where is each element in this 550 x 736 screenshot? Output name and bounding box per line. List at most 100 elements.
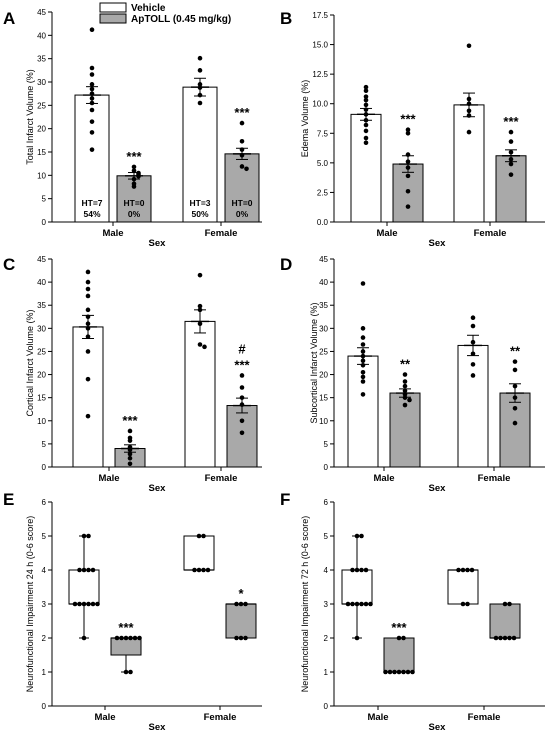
data-point (81, 567, 87, 573)
y-tick-label: 45 (319, 255, 328, 264)
y-axis-label: Neurofunctional Impairment 72 h (0-6 sco… (300, 516, 310, 693)
data-point (238, 601, 244, 607)
data-point (470, 315, 476, 321)
y-tick-label: 2.5 (317, 188, 329, 197)
significance-marker: *** (391, 620, 407, 635)
data-point (363, 122, 369, 128)
panel-e: E 0 1 2 3 4 5 6 Neurofunctional Impairment 24 h … (3, 490, 262, 733)
x-tick-label: Female (468, 712, 501, 723)
x-tick-label: Male (98, 473, 119, 484)
y-tick-label: 40 (37, 31, 46, 40)
data-point (502, 601, 508, 607)
data-point (460, 601, 466, 607)
data-point (359, 567, 364, 573)
data-point (354, 533, 360, 539)
data-point (197, 342, 203, 347)
x-axis-label: Sex (149, 238, 167, 249)
data-point (234, 601, 239, 607)
y-tick-label: 5 (42, 440, 47, 449)
y-tick-label: 4 (42, 566, 47, 575)
data-point (460, 567, 466, 573)
y-tick-label: 5 (324, 440, 329, 449)
panel-letter: B (280, 9, 292, 28)
data-point (470, 339, 476, 345)
x-tick-label: Male (102, 228, 123, 239)
significance-marker: *** (234, 357, 250, 372)
data-point (511, 635, 517, 641)
data-point (396, 635, 402, 641)
significance-marker: ** (400, 357, 411, 372)
y-tick-label: 0 (324, 463, 329, 472)
y-tick-label: 5.0 (317, 159, 329, 168)
data-point (363, 94, 369, 99)
box (383, 637, 415, 673)
y-tick-label: 10 (319, 417, 328, 426)
data-point (363, 567, 369, 573)
data-point (89, 130, 95, 135)
data-point (85, 349, 91, 354)
data-point (81, 635, 87, 641)
legend-label-aptoll: ApTOLL (0.45 mg/kg) (131, 14, 231, 25)
data-point (243, 635, 248, 641)
data-point (89, 27, 95, 33)
y-tick-label: 25 (37, 347, 46, 356)
data-point (456, 567, 461, 573)
data-point (363, 112, 369, 117)
data-point (89, 107, 95, 113)
data-point (507, 601, 512, 607)
y-tick-label: 30 (37, 324, 46, 333)
data-point (350, 601, 355, 607)
data-point (363, 128, 369, 134)
data-point (197, 92, 203, 98)
data-point (512, 383, 518, 389)
y-tick-label: 35 (37, 301, 46, 310)
significance-marker-hash: # (238, 341, 246, 356)
y-tick-label: 5 (42, 532, 47, 541)
data-point (85, 293, 91, 299)
data-point (363, 601, 369, 607)
data-point (123, 635, 129, 641)
data-point (128, 669, 133, 675)
data-point (508, 161, 514, 167)
data-point (354, 567, 360, 573)
data-point (363, 84, 369, 90)
data-point (466, 129, 472, 135)
data-point (508, 129, 514, 135)
data-point (363, 107, 369, 112)
legend: Vehicle ApTOLL (0.45 mg/kg) (99, 2, 231, 25)
data-point (86, 533, 91, 539)
data-point (360, 281, 366, 286)
data-point (197, 100, 203, 106)
ht-percent-label: 54% (83, 209, 100, 219)
data-point (360, 363, 366, 368)
significance-marker: *** (118, 620, 134, 635)
data-point (85, 307, 91, 313)
data-point (392, 669, 397, 675)
ht-percent-label: 0% (236, 209, 249, 219)
box (489, 603, 521, 639)
data-point (197, 321, 203, 327)
data-point (196, 567, 202, 573)
y-tick-label: 15 (37, 148, 46, 157)
data-point (197, 85, 203, 90)
data-point (114, 635, 120, 641)
data-point (466, 108, 472, 114)
y-tick-label: 45 (37, 255, 46, 264)
data-point (239, 385, 245, 390)
data-point (405, 173, 411, 179)
x-axis-label: Sex (429, 238, 447, 249)
data-point (85, 269, 91, 275)
legend-label-vehicle: Vehicle (131, 3, 166, 14)
data-point (95, 601, 100, 607)
ht-percent-label: 0% (128, 209, 141, 219)
panel-f: F 0 1 2 3 4 5 6 Neurofunctional Impairment 72 h … (280, 490, 545, 733)
data-point (360, 358, 366, 363)
data-point (201, 567, 206, 573)
data-point (396, 669, 402, 675)
y-axis-label: Subcortical Infarct Volume (%) (309, 302, 319, 423)
data-point (402, 388, 408, 394)
bar (347, 355, 379, 468)
data-point (470, 323, 476, 329)
x-tick-label: Female (478, 473, 511, 484)
data-point (123, 669, 129, 675)
